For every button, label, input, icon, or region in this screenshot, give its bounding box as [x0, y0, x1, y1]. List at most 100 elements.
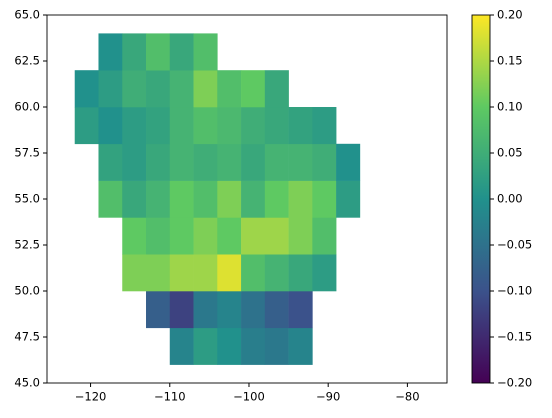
cell	[98, 107, 123, 145]
cell	[241, 107, 266, 145]
cell	[122, 33, 147, 71]
colorbar-tick-label: 0.15	[497, 54, 523, 68]
cell	[288, 217, 313, 255]
cell	[312, 143, 337, 181]
colorbar	[471, 14, 491, 384]
cell	[288, 143, 313, 181]
cell	[146, 33, 171, 71]
cell	[288, 291, 313, 329]
colorbar-tick-label: −0.05	[497, 238, 532, 252]
cell	[217, 217, 242, 255]
cell	[169, 327, 194, 365]
cell	[169, 180, 194, 218]
cell	[169, 70, 194, 108]
cell	[146, 180, 171, 218]
cell	[146, 217, 171, 255]
cell	[241, 254, 266, 292]
cell	[312, 107, 337, 145]
x-tick-label: −110	[154, 390, 186, 404]
cell	[264, 180, 289, 218]
cell	[74, 107, 99, 145]
cell	[122, 180, 147, 218]
x-tick-label: −80	[395, 390, 419, 404]
cell	[241, 143, 266, 181]
y-tick-label: 62.5	[14, 54, 40, 68]
cell	[146, 254, 171, 292]
cell	[146, 107, 171, 145]
cell	[241, 217, 266, 255]
cell	[217, 143, 242, 181]
colorbar-tick-label: 0.00	[497, 192, 523, 206]
cell	[193, 70, 218, 108]
cell	[264, 107, 289, 145]
cell	[122, 254, 147, 292]
cell	[241, 291, 266, 329]
cell	[169, 254, 194, 292]
colorbar-tick-label: −0.20	[497, 376, 532, 390]
cell	[288, 180, 313, 218]
y-tick-label: 65.0	[14, 8, 40, 22]
cell	[169, 33, 194, 71]
cell	[264, 217, 289, 255]
cell	[169, 217, 194, 255]
cell	[146, 291, 171, 329]
cell	[288, 327, 313, 365]
cell	[169, 143, 194, 181]
cell	[169, 291, 194, 329]
colorbar-tick-label: 0.20	[497, 8, 523, 22]
cell	[217, 291, 242, 329]
cell	[193, 143, 218, 181]
cell	[288, 107, 313, 145]
cell	[146, 143, 171, 181]
cell	[241, 180, 266, 218]
cell	[264, 327, 289, 365]
cell	[312, 254, 337, 292]
cell	[217, 107, 242, 145]
cell	[193, 291, 218, 329]
cell	[98, 143, 123, 181]
x-tick-label: −100	[233, 390, 265, 404]
cell	[264, 70, 289, 108]
cell	[217, 70, 242, 108]
y-tick-label: 50.0	[14, 284, 40, 298]
cell	[288, 254, 313, 292]
cell	[98, 33, 123, 71]
cell	[193, 107, 218, 145]
colorbar-tick-label: −0.15	[497, 330, 532, 344]
cell	[169, 107, 194, 145]
y-tick-label: 47.5	[14, 330, 40, 344]
cell	[74, 70, 99, 108]
cell	[312, 180, 337, 218]
y-tick-label: 60.0	[14, 100, 40, 114]
cell	[193, 254, 218, 292]
cell	[312, 217, 337, 255]
cell	[122, 70, 147, 108]
colorbar-tick-label: −0.10	[497, 284, 532, 298]
x-tick-label: −120	[75, 390, 107, 404]
cell	[146, 70, 171, 108]
cell	[264, 291, 289, 329]
colorbar-tick-label: 0.05	[497, 146, 523, 160]
cell	[193, 327, 218, 365]
x-tick-label: −90	[316, 390, 340, 404]
cell	[193, 33, 218, 71]
cell	[241, 70, 266, 108]
heatmap	[74, 33, 361, 365]
cell	[122, 143, 147, 181]
cell	[264, 254, 289, 292]
cell	[193, 217, 218, 255]
cell	[122, 217, 147, 255]
colorbar-tick-label: 0.10	[497, 100, 523, 114]
cell	[264, 143, 289, 181]
cell	[217, 254, 242, 292]
y-tick-label: 57.5	[14, 146, 40, 160]
cell	[217, 180, 242, 218]
cell	[98, 70, 123, 108]
y-tick-label: 52.5	[14, 238, 40, 252]
cell	[193, 180, 218, 218]
cell	[122, 107, 147, 145]
cell	[241, 327, 266, 365]
y-tick-label: 45.0	[14, 376, 40, 390]
